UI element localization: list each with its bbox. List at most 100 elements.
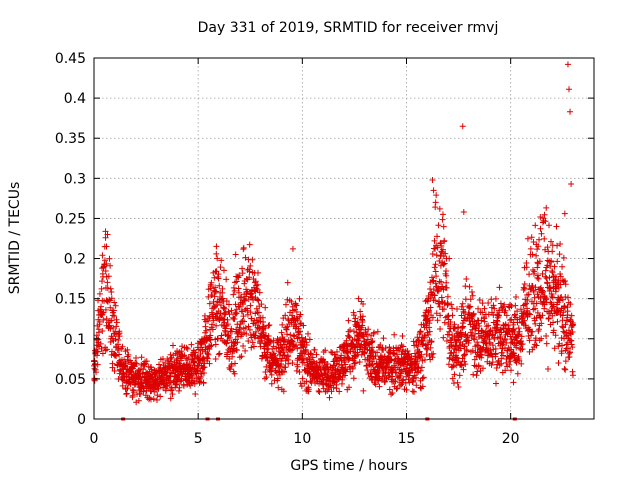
data-point bbox=[94, 361, 101, 368]
data-point bbox=[541, 211, 548, 218]
data-point bbox=[233, 278, 240, 285]
data-point bbox=[217, 264, 224, 271]
data-point bbox=[360, 332, 367, 339]
y-tick-label: 0.1 bbox=[64, 332, 86, 348]
data-point bbox=[216, 350, 223, 357]
data-point bbox=[539, 270, 546, 277]
data-point bbox=[409, 388, 416, 395]
data-point bbox=[225, 301, 232, 308]
data-point bbox=[163, 372, 170, 379]
data-point bbox=[488, 362, 495, 369]
data-point bbox=[539, 312, 546, 319]
data-point bbox=[491, 305, 498, 312]
data-point bbox=[231, 287, 238, 294]
data-point bbox=[502, 321, 509, 328]
data-point bbox=[168, 387, 175, 394]
data-point bbox=[307, 350, 314, 357]
data-point bbox=[282, 364, 289, 371]
data-point bbox=[532, 320, 539, 327]
data-point bbox=[411, 388, 418, 395]
data-point bbox=[529, 251, 536, 258]
data-point bbox=[133, 355, 140, 362]
data-point bbox=[360, 387, 367, 394]
data-point bbox=[436, 278, 443, 285]
data-point bbox=[232, 360, 239, 367]
data-point bbox=[246, 326, 253, 333]
data-point bbox=[523, 264, 530, 271]
data-point bbox=[254, 281, 261, 288]
data-point bbox=[566, 354, 573, 361]
data-point bbox=[550, 319, 557, 326]
data-point bbox=[222, 328, 229, 335]
data-point bbox=[201, 364, 208, 371]
data-point bbox=[303, 339, 310, 346]
data-point bbox=[235, 303, 242, 310]
data-point bbox=[226, 334, 233, 341]
data-point bbox=[99, 328, 106, 335]
data-point bbox=[460, 352, 467, 359]
data-point bbox=[542, 267, 549, 274]
data-point bbox=[138, 354, 145, 361]
data-point bbox=[553, 223, 560, 230]
data-point bbox=[211, 293, 218, 300]
data-point bbox=[239, 308, 246, 315]
data-point bbox=[111, 368, 118, 375]
data-point bbox=[443, 284, 450, 291]
data-point bbox=[456, 372, 463, 379]
data-point bbox=[296, 295, 303, 302]
data-point bbox=[535, 275, 542, 282]
data-point bbox=[225, 332, 232, 339]
data-point bbox=[200, 379, 207, 386]
data-point bbox=[232, 251, 239, 258]
data-point bbox=[162, 359, 169, 366]
data-point bbox=[293, 342, 300, 349]
data-point bbox=[227, 366, 234, 373]
data-point bbox=[339, 376, 346, 383]
data-point bbox=[96, 318, 103, 325]
data-point bbox=[184, 356, 191, 363]
data-point bbox=[481, 318, 488, 325]
data-point bbox=[215, 275, 222, 282]
data-point bbox=[438, 242, 445, 249]
data-point bbox=[234, 339, 241, 346]
data-point bbox=[274, 375, 281, 382]
data-point bbox=[302, 347, 309, 354]
data-point bbox=[441, 237, 448, 244]
data-point bbox=[94, 342, 101, 349]
data-point bbox=[414, 365, 421, 372]
data-point bbox=[492, 380, 499, 387]
data-point bbox=[232, 309, 239, 316]
data-point bbox=[490, 312, 497, 319]
data-point bbox=[529, 283, 536, 290]
data-point bbox=[433, 310, 440, 317]
data-point bbox=[234, 273, 241, 280]
data-point bbox=[436, 258, 443, 265]
data-point bbox=[470, 310, 477, 317]
data-point bbox=[562, 321, 569, 328]
data-point bbox=[475, 305, 482, 312]
data-point bbox=[569, 372, 576, 379]
data-point bbox=[521, 317, 528, 324]
data-point bbox=[382, 378, 389, 385]
data-point bbox=[154, 392, 161, 399]
data-point bbox=[492, 295, 499, 302]
data-point bbox=[547, 263, 554, 270]
data-point bbox=[445, 361, 452, 368]
data-point bbox=[341, 372, 348, 379]
data-point bbox=[328, 348, 335, 355]
data-point bbox=[369, 344, 376, 351]
data-point bbox=[350, 328, 357, 335]
data-point bbox=[459, 355, 466, 362]
data-point bbox=[530, 288, 537, 295]
data-point bbox=[501, 301, 508, 308]
data-point bbox=[253, 285, 260, 292]
data-point bbox=[265, 322, 272, 329]
data-point bbox=[512, 302, 519, 309]
data-point bbox=[503, 312, 510, 319]
data-point bbox=[279, 345, 286, 352]
data-point bbox=[223, 340, 230, 347]
data-point bbox=[425, 331, 432, 338]
data-point bbox=[438, 294, 445, 301]
plot-frame bbox=[93, 57, 595, 420]
data-point bbox=[439, 216, 446, 223]
